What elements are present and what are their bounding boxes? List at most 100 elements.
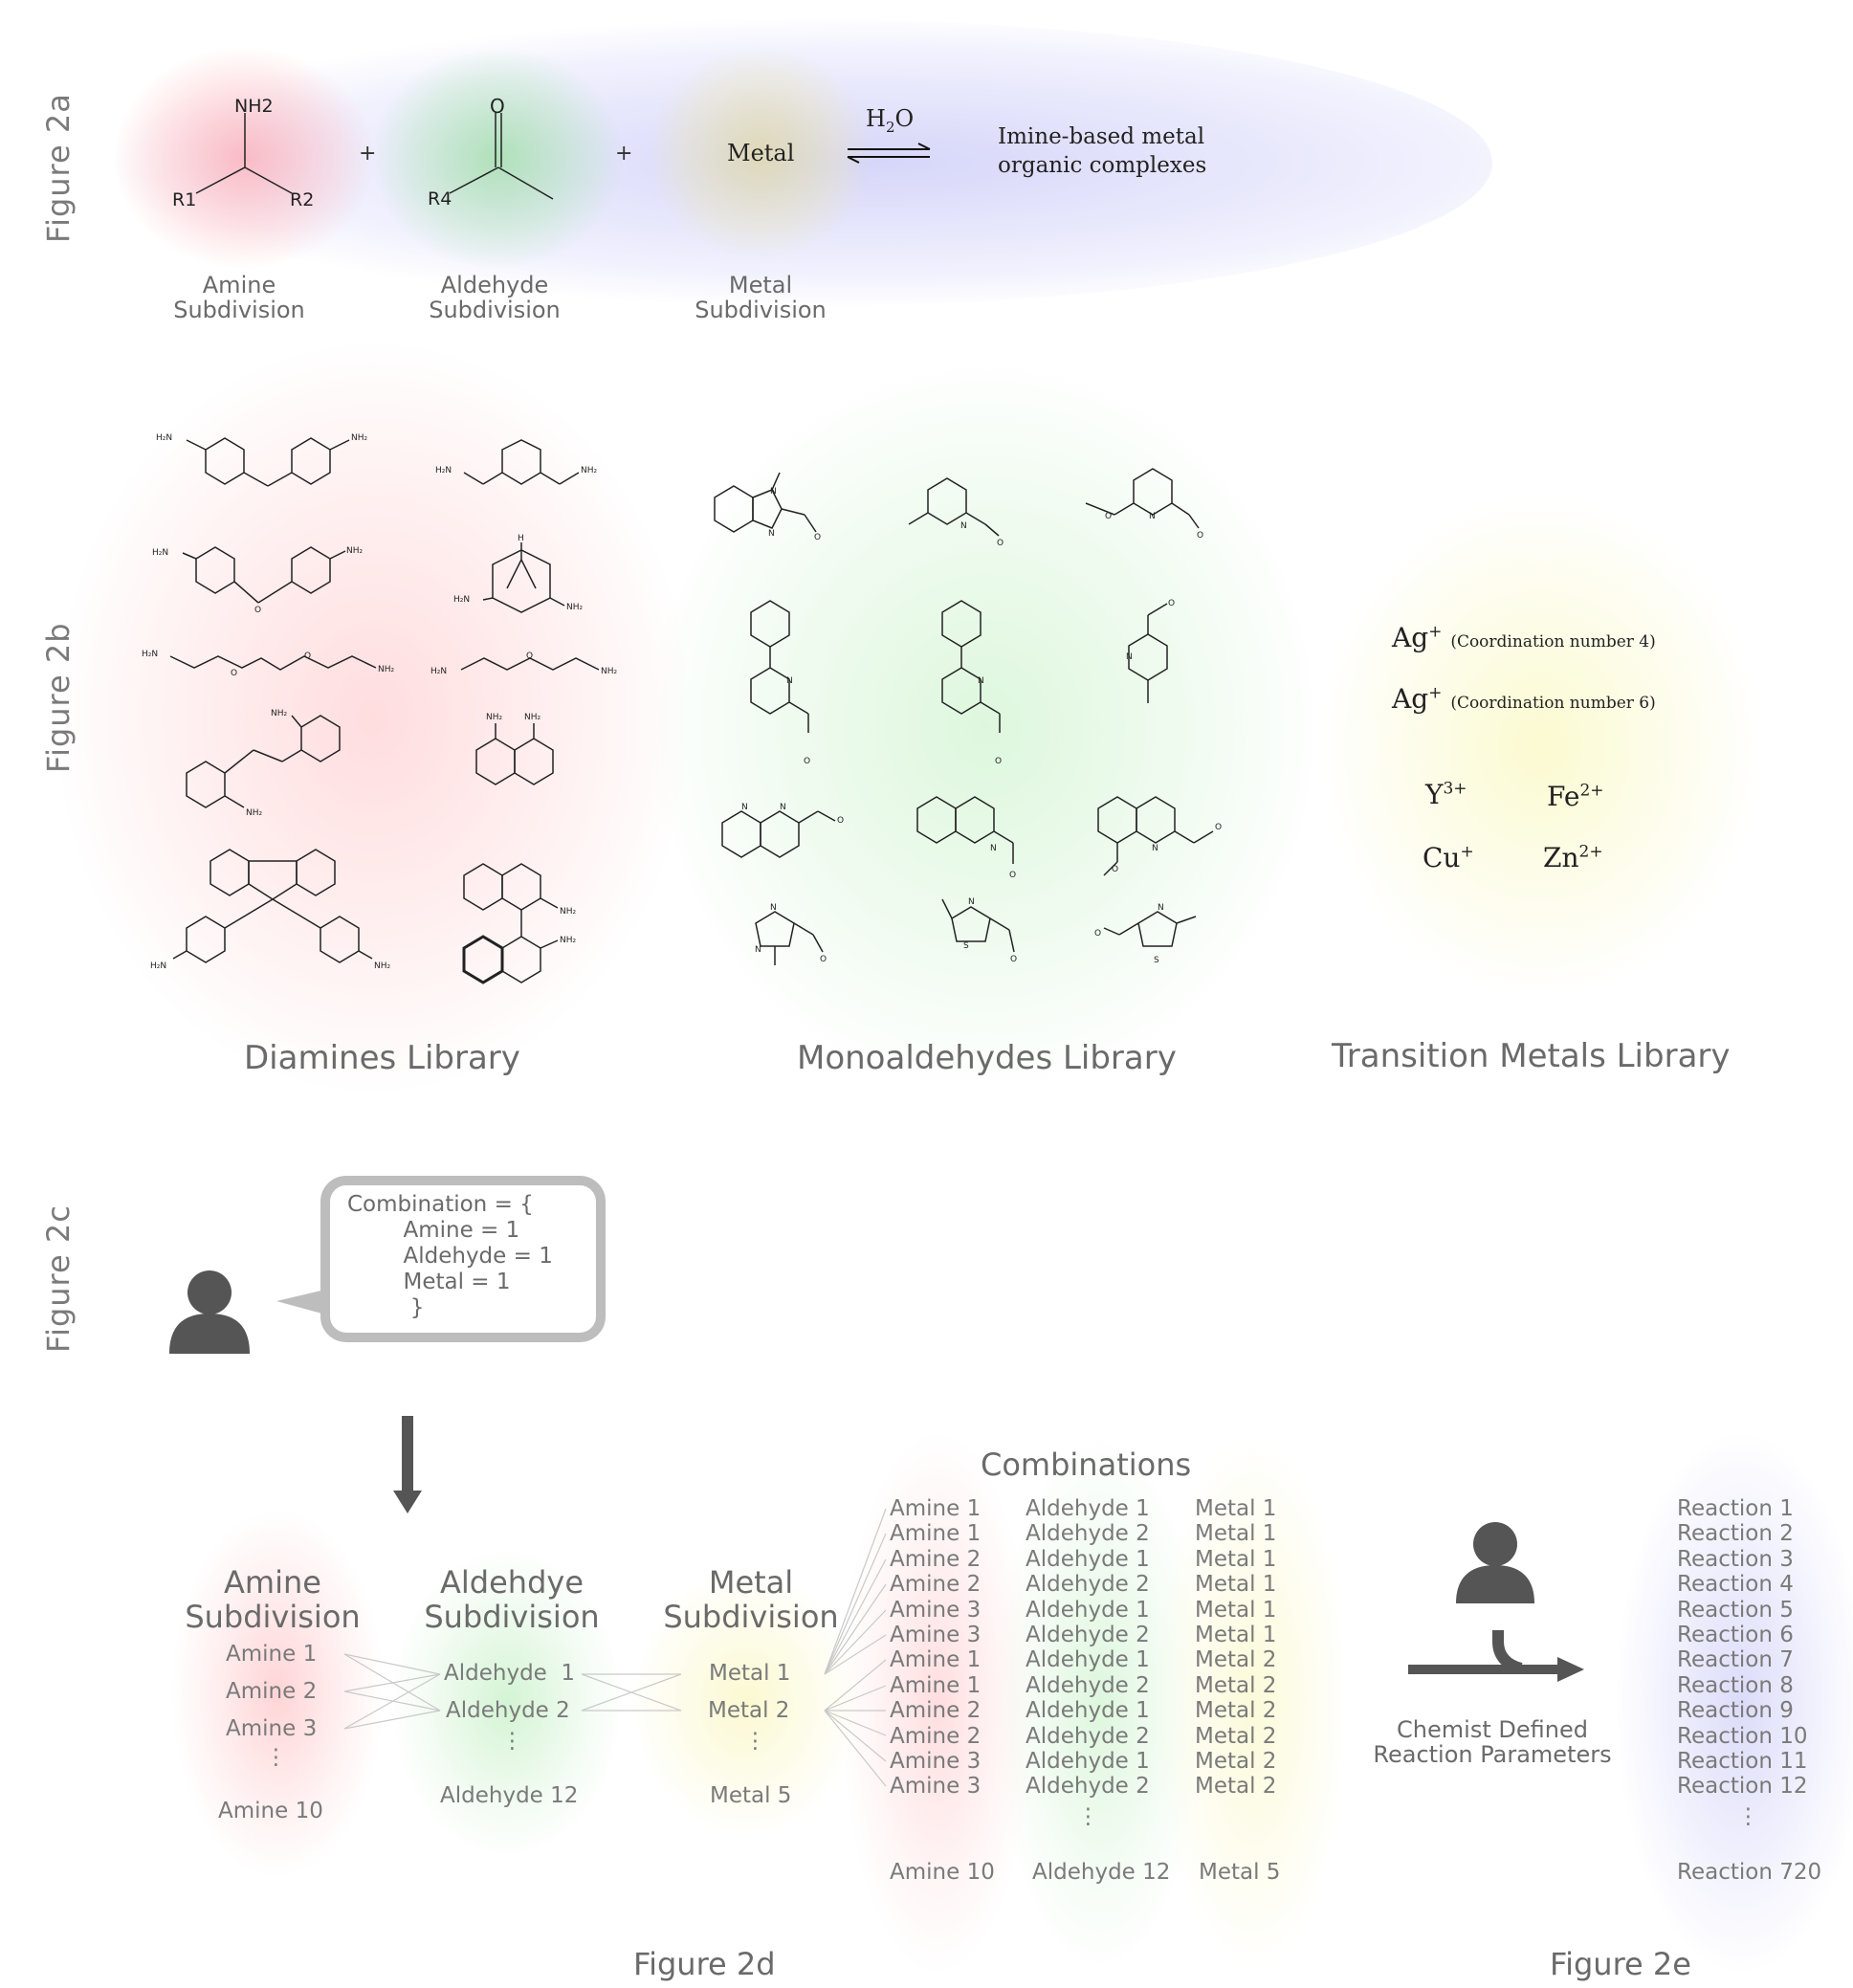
svg-text:N: N [1158, 903, 1164, 913]
combo-metal-12: Metal 2 [1195, 1774, 1277, 1800]
svg-text:O: O [304, 652, 311, 661]
svg-text:H₂N: H₂N [142, 650, 158, 659]
metal-sub-line2: Subdivision [695, 297, 827, 323]
reaction-column: Reaction 1 Reaction 2 Reaction 3 Reactio… [1677, 1496, 1807, 1800]
metal-item-1: Metal 1 [709, 1661, 791, 1686]
speech-bubble [276, 1176, 606, 1342]
metal-cu: Cu+ [1423, 842, 1474, 873]
figure-2e-label: Figure 2e [1550, 1946, 1691, 1982]
combo-aldehyde-12: Aldehyde 2 [1026, 1774, 1150, 1800]
combo-amine-10: Amine 2 [890, 1723, 982, 1749]
combinations-title: Combinations [981, 1447, 1192, 1483]
r1-text: R1 [172, 189, 197, 210]
aldehyde-structure-2: NO [908, 477, 1004, 548]
svg-text:NH₂: NH₂ [271, 709, 288, 718]
plus-sign-2: + [615, 142, 633, 166]
aldehyde-structure-4: NO [750, 600, 810, 766]
svg-text:O: O [254, 606, 261, 615]
svg-text:O: O [1094, 929, 1101, 939]
svg-text:H₂N: H₂N [435, 466, 452, 475]
r4-label: R4 [428, 188, 452, 210]
combo-aldehyde-2: Aldehyde 2 [1026, 1521, 1150, 1547]
svg-text:NH₂: NH₂ [560, 907, 577, 917]
zn-charge: 2+ [1578, 842, 1603, 862]
oxygen-label: O [490, 95, 505, 118]
amine-item-2: Amine 2 [226, 1679, 318, 1704]
amine-structure [195, 113, 293, 194]
svg-text:N: N [768, 529, 775, 539]
nh2-text: NH2 [234, 96, 274, 117]
combination-code-line4: Metal = 1 [347, 1270, 511, 1294]
reaction-7: Reaction 7 [1677, 1647, 1794, 1673]
svg-text:O: O [526, 652, 533, 661]
metal-subdivision-label: Metal Subdivision [684, 273, 837, 322]
aldehyde-structure-8: NO [916, 796, 1016, 880]
svg-text:NH₂: NH₂ [346, 546, 364, 556]
metal-heading-line1: Metal [708, 1564, 794, 1601]
svg-text:NH₂: NH₂ [560, 936, 577, 945]
metal-fe: Fe2+ [1547, 781, 1604, 812]
amine-subdivision-heading: Amine Subdivision [172, 1565, 373, 1634]
aldehyde-structure-10: N N O [755, 903, 827, 965]
product-text-line2: organic complexes [998, 153, 1207, 178]
amine-item-3: Amine 3 [226, 1716, 318, 1741]
diamines-library-title: Diamines Library [244, 1039, 520, 1077]
aldehyde-structure-1: N N O [714, 472, 821, 542]
diamine-structure-7: NH₂ NH₂ [186, 709, 341, 818]
svg-text:H₂N: H₂N [453, 595, 470, 605]
ag6-note: (Coordination number 6) [1450, 694, 1656, 713]
combo-amine-1: Amine 1 [890, 1496, 982, 1521]
reaction-2: Reaction 2 [1677, 1521, 1794, 1547]
reaction-dots: ⋮ [1737, 1804, 1759, 1829]
svg-text:N: N [1149, 512, 1156, 521]
combo-aldehyde-10: Aldehyde 2 [1026, 1723, 1150, 1749]
combo-amine-8: Amine 1 [890, 1672, 982, 1698]
combo-last-aldehyde: Aldehyde 12 [1032, 1860, 1171, 1885]
ag4-note: (Coordination number 4) [1450, 632, 1656, 652]
combination-code-line3: Aldehyde = 1 [347, 1244, 553, 1269]
svg-text:O: O [1197, 531, 1203, 541]
aldehyde-structure-6: NO [1126, 599, 1175, 703]
combo-amine-7: Amine 1 [890, 1647, 982, 1673]
svg-text:S: S [963, 941, 969, 951]
combo-metal-2: Metal 1 [1195, 1521, 1277, 1547]
combo-metal-10: Metal 2 [1195, 1723, 1277, 1749]
metal-text: Metal [727, 140, 795, 166]
combo-aldehyde-9: Aldehyde 1 [1026, 1698, 1150, 1724]
svg-text:O: O [820, 955, 827, 964]
combo-metal-7: Metal 2 [1195, 1647, 1277, 1673]
plus-sign-1: + [359, 142, 377, 166]
cu-symbol: Cu [1423, 842, 1461, 873]
combo-dots: ⋮ [1077, 1804, 1099, 1829]
aldehyde-heading-line1: Aldehdye [440, 1564, 584, 1601]
combo-metal-11: Metal 2 [1195, 1749, 1277, 1775]
equilibrium-arrows [847, 143, 931, 164]
combo-metal-5: Metal 1 [1195, 1597, 1277, 1623]
aldehyde-structure [449, 113, 554, 200]
svg-text:NH₂: NH₂ [378, 665, 395, 674]
reaction-4: Reaction 4 [1677, 1572, 1794, 1598]
svg-text:H₂N: H₂N [152, 548, 168, 558]
combo-amine-2: Amine 1 [890, 1521, 982, 1547]
aldehyde-dots: ⋮ [501, 1729, 523, 1754]
svg-text:NH₂: NH₂ [601, 667, 618, 676]
diamine-structure-5: H₂N NH₂ O O [142, 650, 395, 678]
monoaldehydes-library-title: Monoaldehydes Library [797, 1039, 1177, 1077]
combo-aldehyde-6: Aldehyde 2 [1026, 1623, 1150, 1648]
chemist-icon [1456, 1522, 1534, 1603]
product-text-line1: Imine-based metal [998, 124, 1205, 149]
svg-text:N: N [968, 897, 975, 907]
svg-text:O: O [1105, 512, 1112, 521]
combo-aldehyde-7: Aldehyde 1 [1026, 1647, 1150, 1673]
combination-code-line1: Combination = { [347, 1192, 534, 1217]
diamine-structure-3: H₂N NH₂ O [152, 546, 364, 615]
amine-heading-line1: Amine [224, 1564, 321, 1601]
metal-heading-line2: Subdivision [663, 1599, 839, 1635]
combo-aldehyde-1: Aldehyde 1 [1026, 1496, 1150, 1521]
svg-text:NH₂: NH₂ [486, 713, 503, 722]
aldehyde-structure-5: NO [941, 600, 1002, 766]
svg-text:H₂N: H₂N [150, 961, 166, 971]
ag6-charge: + [1428, 683, 1443, 703]
metal-sub-line1: Metal [728, 272, 793, 298]
reaction-5: Reaction 5 [1677, 1597, 1794, 1623]
